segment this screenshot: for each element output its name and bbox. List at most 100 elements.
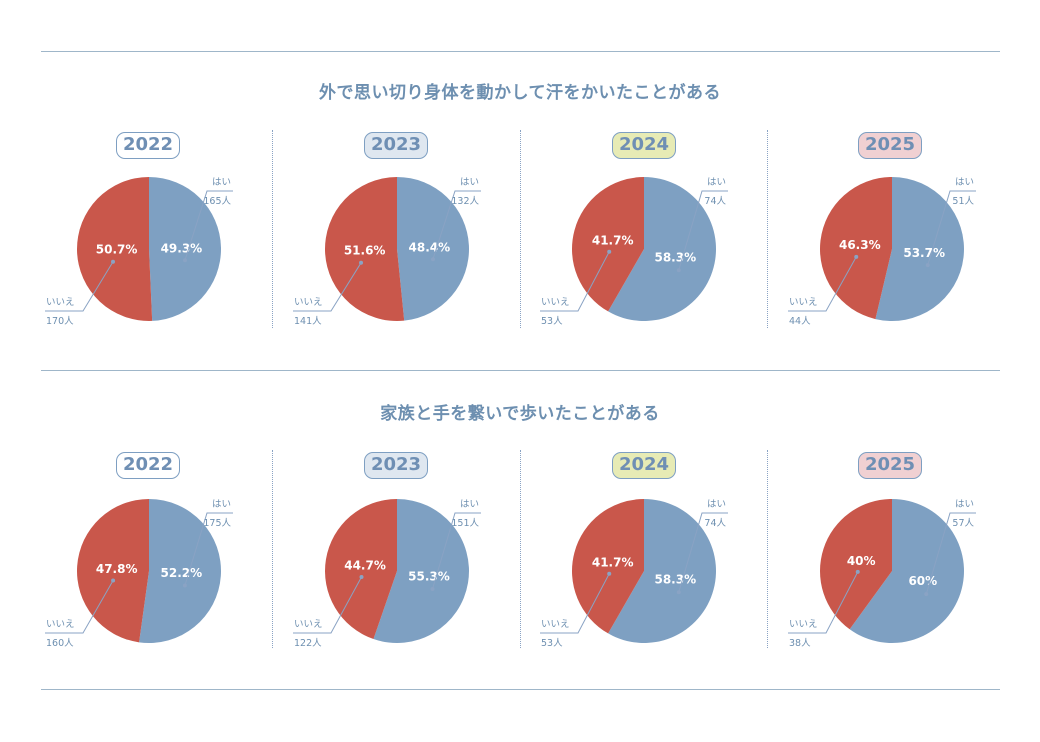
no-count-1-2025: 44人 [789, 316, 811, 327]
leader-yes-1-2023 [432, 190, 481, 260]
no-label-1-2024: いいえ [541, 297, 570, 308]
leader-dot-yes-1-2025 [925, 263, 930, 268]
pie-slice-yes-2-2023 [373, 499, 469, 643]
no-count-1-2023: 141人 [294, 316, 322, 327]
no-label-2-2023: いいえ [294, 619, 323, 630]
no-label-2-2025: いいえ [789, 619, 818, 630]
pct-label-no-2-2023: 44.7% [344, 559, 386, 573]
divider-2-1 [272, 450, 273, 648]
pct-label-yes-1-2025: 53.7% [903, 246, 945, 260]
yes-count-1-2023: 132人 [451, 196, 479, 207]
yes-label-2-2024: はい [707, 499, 726, 510]
yes-label-1-2022: はい [212, 177, 231, 188]
pie-slice-yes-2-2025 [849, 499, 965, 643]
leader-dot-yes-2-2025 [924, 592, 929, 597]
leader-yes-2-2022 [184, 512, 233, 586]
year-badge-2-2024: 2024 [612, 452, 676, 479]
no-count-1-2024: 53人 [541, 316, 563, 327]
yes-label-1-2025: はい [955, 177, 974, 188]
pie-slice-no-2-2024 [571, 499, 644, 634]
leader-dot-no-2-2023 [359, 575, 364, 580]
leader-no-2-2024 [540, 573, 610, 634]
leader-no-2-2025 [788, 571, 859, 634]
yes-count-2-2025: 57人 [952, 518, 974, 529]
divider-1-2 [520, 130, 521, 328]
yes-count-2-2023: 151人 [451, 518, 479, 529]
yes-count-2-2022: 175人 [203, 518, 231, 529]
pct-label-yes-1-2024: 58.3% [654, 250, 696, 264]
no-count-2-2024: 53人 [541, 638, 563, 649]
section-1-title: 外で思い切り身体を動かして汗をかいたことがある [319, 83, 721, 103]
leader-dot-yes-1-2022 [182, 258, 187, 263]
divider-2-2 [520, 450, 521, 648]
yes-label-2-2022: はい [212, 499, 231, 510]
leader-dot-no-1-2022 [111, 259, 116, 264]
pie-slice-no-1-2024 [572, 177, 644, 312]
leader-no-1-2023 [293, 262, 362, 312]
no-label-2-2024: いいえ [541, 619, 570, 630]
no-label-1-2023: いいえ [294, 297, 323, 308]
leader-dot-yes-2-2022 [182, 583, 187, 588]
top-rule [41, 51, 1000, 52]
divider-1-3 [767, 130, 768, 328]
divider-1-1 [272, 130, 273, 328]
pie-slice-no-1-2025 [820, 177, 892, 320]
leader-dot-yes-2-2024 [676, 590, 681, 595]
yes-label-1-2024: はい [707, 177, 726, 188]
leader-dot-yes-2-2023 [430, 586, 435, 591]
year-badge-1-2022: 2022 [116, 132, 180, 159]
leader-no-2-2023 [293, 576, 362, 634]
leader-dot-no-2-2025 [855, 569, 860, 574]
year-badge-2-2022: 2022 [116, 452, 180, 479]
leader-dot-no-1-2025 [854, 254, 859, 259]
yes-label-2-2023: はい [460, 499, 479, 510]
pie-slice-yes-1-2023 [397, 177, 469, 321]
pct-label-no-1-2025: 46.3% [839, 238, 881, 252]
pct-label-yes-2-2025: 60% [908, 574, 937, 588]
year-badge-2-2025: 2025 [858, 452, 922, 479]
leader-dot-no-2-2024 [607, 571, 612, 576]
pie-slice-no-2-2025 [820, 499, 892, 630]
leader-yes-2-2025 [925, 512, 976, 595]
pct-label-no-2-2022: 47.8% [96, 562, 138, 576]
bottom-rule [41, 689, 1000, 690]
yes-count-1-2025: 51人 [952, 196, 974, 207]
pct-label-yes-2-2024: 58.3% [654, 572, 696, 586]
yes-count-1-2024: 74人 [704, 196, 726, 207]
no-label-1-2022: いいえ [46, 297, 75, 308]
leader-yes-2-2024 [678, 512, 728, 593]
yes-count-2-2024: 74人 [704, 518, 726, 529]
leader-yes-1-2024 [678, 190, 728, 271]
leader-dot-yes-1-2023 [430, 257, 435, 262]
pct-label-no-1-2023: 51.6% [344, 244, 386, 258]
no-label-1-2025: いいえ [789, 297, 818, 308]
year-badge-1-2023: 2023 [364, 132, 428, 159]
leader-no-1-2024 [540, 251, 610, 312]
pct-label-no-1-2024: 41.7% [592, 234, 634, 248]
pct-label-yes-1-2022: 49.3% [161, 241, 203, 255]
leader-dot-no-1-2023 [359, 260, 364, 265]
yes-label-1-2023: はい [460, 177, 479, 188]
leader-yes-1-2022 [184, 190, 233, 261]
pct-label-yes-2-2022: 52.2% [161, 566, 203, 580]
yes-count-1-2022: 165人 [203, 196, 231, 207]
leader-dot-no-2-2022 [111, 578, 116, 583]
pct-label-yes-2-2023: 55.3% [408, 569, 450, 583]
no-count-2-2022: 160人 [46, 638, 74, 649]
leader-no-1-2025 [788, 256, 857, 312]
middle-rule [41, 370, 1000, 371]
pie-slice-yes-2-2024 [608, 499, 717, 643]
pie-slice-yes-1-2024 [608, 177, 717, 322]
leader-yes-2-2023 [432, 512, 481, 590]
pct-label-no-2-2025: 40% [847, 554, 876, 568]
yes-label-2-2025: はい [955, 499, 974, 510]
leader-yes-1-2025 [927, 190, 976, 266]
pie-slice-no-2-2022 [76, 499, 149, 643]
year-badge-1-2025: 2025 [858, 132, 922, 159]
no-count-2-2025: 38人 [789, 638, 811, 649]
divider-2-3 [767, 450, 768, 648]
section-2-title: 家族と手を繋いで歩いたことがある [380, 404, 660, 424]
leader-no-2-2022 [45, 580, 114, 634]
year-badge-1-2024: 2024 [612, 132, 676, 159]
